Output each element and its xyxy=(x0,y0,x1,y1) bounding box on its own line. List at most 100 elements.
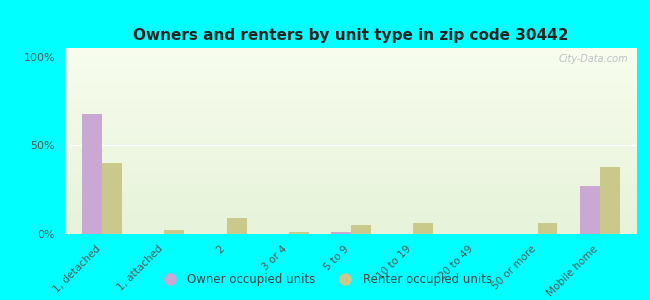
Bar xyxy=(65,91,637,93)
Legend: Owner occupied units, Renter occupied units: Owner occupied units, Renter occupied un… xyxy=(153,269,497,291)
Bar xyxy=(65,128,637,130)
Bar xyxy=(83,113,102,234)
Bar xyxy=(65,208,637,210)
Bar xyxy=(65,172,637,175)
Bar xyxy=(65,59,637,61)
Bar xyxy=(65,74,637,76)
Bar xyxy=(65,171,637,172)
Bar xyxy=(65,223,637,225)
Bar xyxy=(65,106,637,107)
Bar xyxy=(65,230,637,232)
Bar xyxy=(65,182,637,184)
Bar xyxy=(65,178,637,180)
Bar xyxy=(65,111,637,113)
Bar xyxy=(65,191,637,193)
Bar xyxy=(65,80,637,82)
Bar xyxy=(65,189,637,191)
Bar xyxy=(65,50,637,52)
Bar xyxy=(65,160,637,161)
Bar xyxy=(65,143,637,145)
Bar xyxy=(65,156,637,158)
Bar xyxy=(65,219,637,221)
Bar xyxy=(65,158,637,160)
Bar xyxy=(65,225,637,226)
Bar xyxy=(65,154,637,156)
Bar xyxy=(65,202,637,204)
Bar xyxy=(65,70,637,72)
Bar xyxy=(65,212,637,214)
Bar xyxy=(65,206,637,208)
Bar xyxy=(65,67,637,68)
Title: Owners and renters by unit type in zip code 30442: Owners and renters by unit type in zip c… xyxy=(133,28,569,43)
Bar xyxy=(65,176,637,178)
Bar xyxy=(65,150,637,152)
Bar xyxy=(65,48,637,50)
Bar xyxy=(65,199,637,200)
Bar xyxy=(65,54,637,56)
Bar xyxy=(65,68,637,70)
Bar xyxy=(65,93,637,94)
Bar xyxy=(65,175,637,176)
Bar xyxy=(65,94,637,96)
Bar xyxy=(65,82,637,83)
Bar xyxy=(538,224,558,234)
Bar xyxy=(413,224,433,234)
Bar xyxy=(65,152,637,154)
Bar xyxy=(65,78,637,80)
Bar xyxy=(65,107,637,110)
Bar xyxy=(65,76,637,78)
Bar xyxy=(65,221,637,223)
Bar xyxy=(351,225,371,234)
Bar xyxy=(65,110,637,111)
Bar xyxy=(65,122,637,124)
Bar xyxy=(65,117,637,119)
Bar xyxy=(65,126,637,128)
Bar xyxy=(65,165,637,167)
Bar xyxy=(331,232,351,234)
Bar xyxy=(65,63,637,65)
Bar xyxy=(65,214,637,215)
Bar xyxy=(65,87,637,89)
Bar xyxy=(65,115,637,117)
Bar xyxy=(65,193,637,195)
Bar xyxy=(65,61,637,63)
Bar xyxy=(65,215,637,217)
Bar xyxy=(65,195,637,197)
Bar xyxy=(65,135,637,137)
Bar xyxy=(65,141,637,143)
Bar xyxy=(65,147,637,148)
Bar xyxy=(65,85,637,87)
Bar xyxy=(65,169,637,171)
Bar xyxy=(65,232,637,234)
Bar xyxy=(65,57,637,59)
Bar xyxy=(65,119,637,121)
Bar xyxy=(65,102,637,104)
Bar xyxy=(580,186,600,234)
Bar xyxy=(65,52,637,54)
Bar xyxy=(65,56,637,57)
Bar xyxy=(65,163,637,165)
Bar xyxy=(65,65,637,67)
Bar xyxy=(65,113,637,115)
Bar xyxy=(65,161,637,163)
Bar xyxy=(65,180,637,182)
Bar xyxy=(65,197,637,199)
Bar xyxy=(289,232,309,234)
Bar xyxy=(227,218,246,234)
Bar xyxy=(65,184,637,186)
Bar xyxy=(164,230,185,234)
Bar xyxy=(65,137,637,139)
Bar xyxy=(65,139,637,141)
Bar xyxy=(65,100,637,102)
Bar xyxy=(65,210,637,212)
Bar xyxy=(65,145,637,147)
Bar xyxy=(65,104,637,106)
Bar xyxy=(65,204,637,206)
Bar xyxy=(65,89,637,91)
Bar xyxy=(65,134,637,135)
Bar xyxy=(65,188,637,189)
Bar xyxy=(65,130,637,132)
Bar xyxy=(65,217,637,219)
Bar xyxy=(65,72,637,74)
Bar xyxy=(65,200,637,202)
